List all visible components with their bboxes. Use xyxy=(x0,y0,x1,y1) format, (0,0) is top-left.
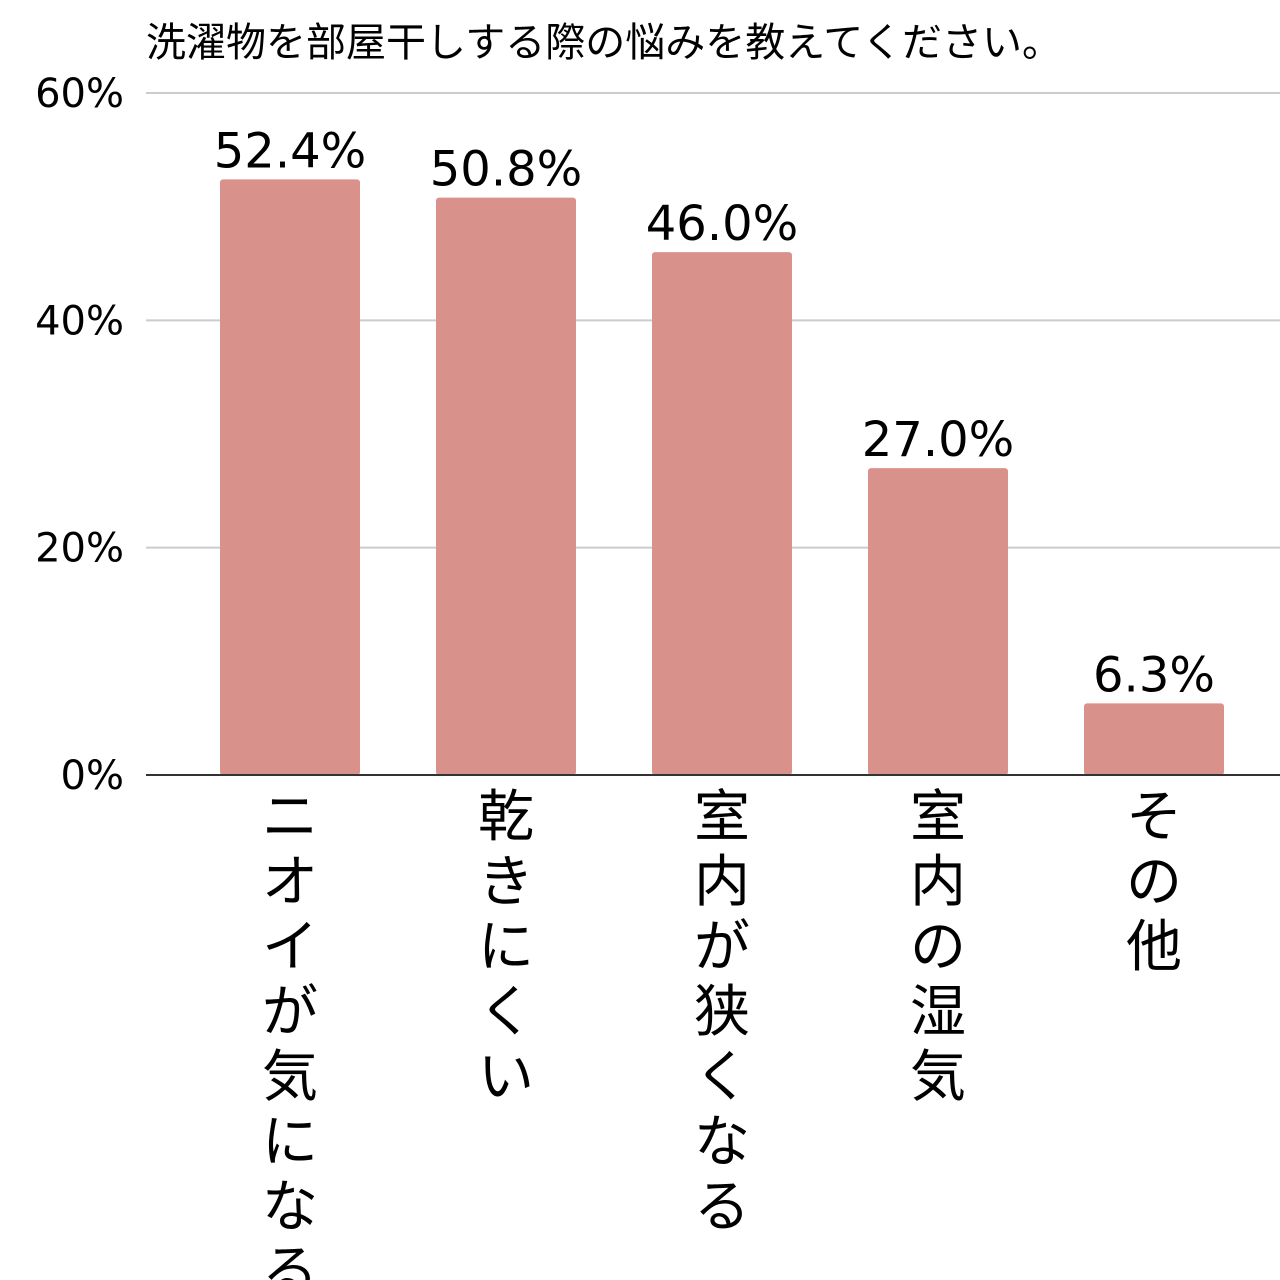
category-label: 室内の湿気 xyxy=(910,785,966,1110)
y-tick-label: 20% xyxy=(35,526,124,572)
bar-data-label: 52.4% xyxy=(214,123,366,179)
category-label: ニオイが気になる xyxy=(262,785,318,1280)
bar xyxy=(436,197,576,775)
category-label: その他 xyxy=(1126,785,1182,980)
category-labels: ニオイが気になる 乾きにくい 室内が狭くなる 室内の湿気 その他 xyxy=(262,785,1182,1280)
bar xyxy=(1084,703,1224,775)
bar-data-label: 27.0% xyxy=(862,412,1014,468)
bar xyxy=(220,179,360,776)
bar-data-label: 50.8% xyxy=(430,142,582,198)
y-axis-ticks: 0% 20% 40% 60% xyxy=(35,71,124,799)
data-labels: 52.4% 50.8% 46.0% 27.0% 6.3% xyxy=(214,123,1215,703)
category-label: 乾きにくい xyxy=(478,785,534,1110)
bar xyxy=(868,468,1008,775)
y-tick-label: 60% xyxy=(35,71,124,117)
y-tick-label: 0% xyxy=(61,753,124,799)
category-label: 室内が狭くなる xyxy=(694,785,750,1240)
bars xyxy=(220,179,1224,776)
bar-data-label: 46.0% xyxy=(646,196,798,252)
bar-data-label: 6.3% xyxy=(1093,647,1215,703)
bar xyxy=(652,252,792,776)
y-tick-label: 40% xyxy=(35,298,124,344)
chart-title: 洗濯物を部屋干しする際の悩みを教えてください。 xyxy=(146,20,1062,66)
